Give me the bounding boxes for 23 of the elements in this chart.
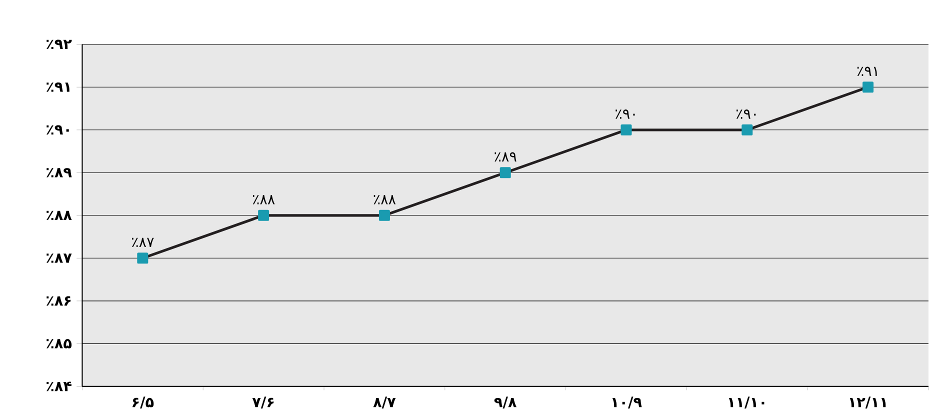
x-tick-label: ۶/۵ <box>132 396 154 409</box>
data-label: ٪۸۹ <box>494 152 516 162</box>
y-tick-label: ٪۹۱ <box>46 82 70 92</box>
x-tick-label: ۸/۷ <box>373 396 396 409</box>
x-tick-label: ۱۲/۱۱ <box>850 396 886 409</box>
x-tick-label: ۱۰/۹ <box>612 396 642 409</box>
y-tick-label: ٪۸۸ <box>46 210 72 220</box>
y-tick-label: ٪۸۶ <box>46 296 71 306</box>
y-tick-label: ٪۸۴ <box>46 382 72 392</box>
y-tick-label: ٪۸۵ <box>46 339 72 348</box>
data-label: ٪۹۱ <box>857 66 877 76</box>
x-tick-label: ۱۱/۱۰ <box>728 396 764 409</box>
y-tick-label: ٪۹۲ <box>46 40 72 50</box>
data-label: ٪۹۰ <box>616 110 635 119</box>
x-tick-label: ۹/۸ <box>494 396 517 409</box>
data-label: ٪۸۷ <box>132 238 154 248</box>
y-tick-label: ٪۸۹ <box>46 168 72 178</box>
data-label: ٪۸۸ <box>374 195 396 204</box>
data-label: ٪۸۸ <box>252 195 275 204</box>
y-tick-label: ٪۹۰ <box>46 125 69 135</box>
y-tick-label: ٪۸۷ <box>46 254 72 263</box>
data-label: ٪۹۰ <box>736 110 756 119</box>
x-tick-label: ۷/۶ <box>252 396 274 409</box>
